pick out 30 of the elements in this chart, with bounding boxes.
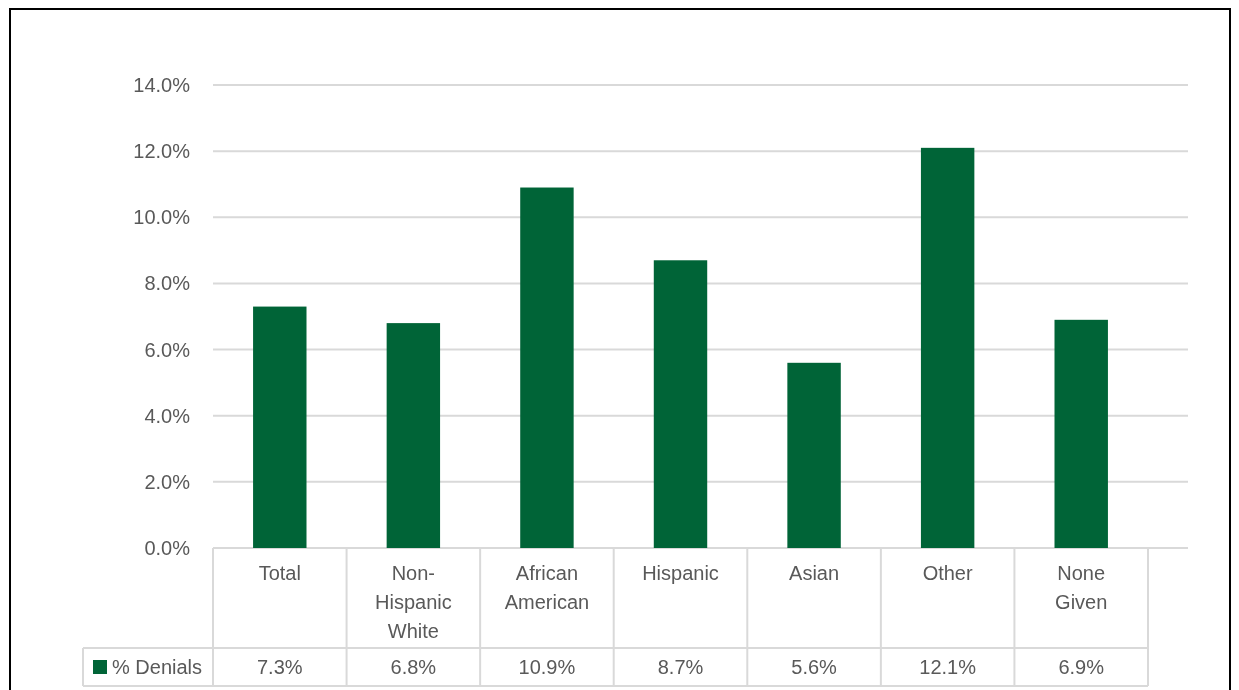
y-tick-label: 4.0% bbox=[144, 404, 191, 427]
x-tick-label: Non-Hispanic White bbox=[375, 562, 452, 642]
bar bbox=[1054, 319, 1108, 548]
bar bbox=[253, 306, 307, 548]
data-label: 12.1% bbox=[919, 656, 977, 678]
x-tick-label: None Given bbox=[1055, 562, 1108, 613]
data-label: 8.7% bbox=[657, 656, 704, 678]
data-label: 6.9% bbox=[1058, 656, 1105, 678]
bar bbox=[386, 323, 441, 548]
data-label: 10.9% bbox=[518, 656, 576, 678]
x-tick-label: Hispanic bbox=[642, 562, 719, 584]
bar bbox=[920, 147, 975, 548]
x-tick-label: Total bbox=[258, 562, 301, 584]
bar bbox=[787, 362, 841, 548]
y-tick-label: 8.0% bbox=[144, 272, 191, 295]
x-tick-label: Asian bbox=[789, 562, 840, 584]
y-tick-label: 2.0% bbox=[144, 470, 191, 493]
data-label: 6.8% bbox=[390, 656, 437, 678]
data-label: 5.6% bbox=[791, 656, 838, 678]
y-tick-label: 12.0% bbox=[133, 140, 191, 163]
x-tick-label: African American bbox=[504, 562, 590, 613]
bar bbox=[653, 260, 708, 548]
y-tick-label: 10.0% bbox=[133, 206, 191, 229]
y-tick-label: 14.0% bbox=[133, 74, 191, 96]
x-tick-label: Other bbox=[922, 562, 973, 584]
legend-label: % Denials bbox=[112, 656, 203, 678]
y-tick-label: 6.0% bbox=[144, 338, 191, 361]
y-tick-label: 0.0% bbox=[144, 537, 191, 559]
bar bbox=[520, 187, 574, 548]
data-label: 7.3% bbox=[256, 656, 303, 678]
